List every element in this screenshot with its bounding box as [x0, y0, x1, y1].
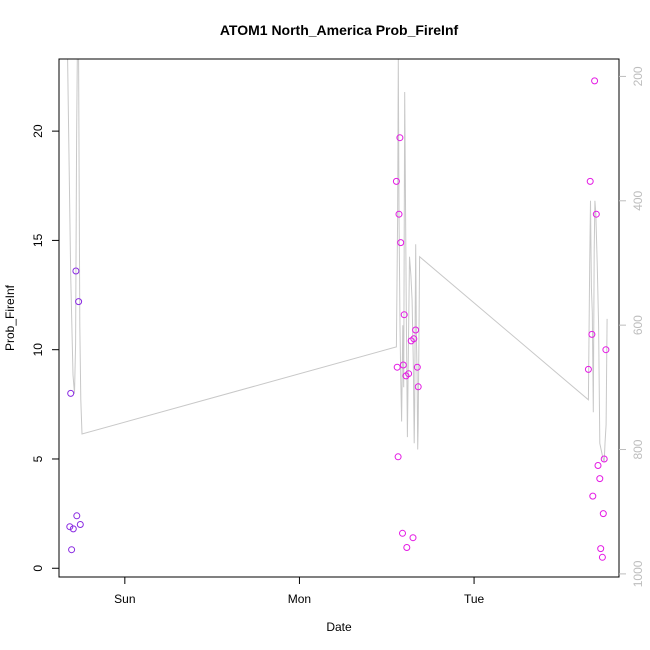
y-axis-left: 0 5 10 15 20: [31, 124, 59, 572]
data-point: [76, 521, 84, 528]
data-point: [400, 311, 408, 319]
y-tick-label: 5: [31, 455, 45, 462]
data-point: [67, 389, 75, 397]
y2-tick-label: 400: [631, 190, 645, 210]
data-point: [397, 239, 405, 247]
x-axis: Sun Mon Tue: [114, 577, 485, 606]
series-line-layer: [67, 58, 608, 463]
data-point: [592, 210, 600, 218]
data-point: [599, 510, 607, 518]
data-point: [68, 546, 76, 554]
data-point: [584, 365, 592, 373]
data-point: [586, 177, 594, 185]
data-point: [73, 512, 81, 520]
data-point: [414, 383, 422, 391]
data-point: [589, 492, 597, 500]
series-line: [67, 58, 608, 463]
x-tick-label: Tue: [464, 592, 485, 606]
data-points-layer: [66, 77, 610, 561]
data-point: [69, 525, 77, 533]
y-tick-label: 20: [31, 124, 45, 138]
data-point: [600, 455, 608, 463]
data-point: [412, 326, 420, 334]
y-axis-label: Prob_FireInf: [3, 284, 17, 351]
data-point: [66, 523, 74, 531]
data-point: [597, 545, 605, 553]
y-tick-label: 10: [31, 343, 45, 357]
data-point: [403, 544, 411, 551]
data-point: [392, 177, 400, 185]
data-point: [410, 335, 418, 343]
y2-tick-label: 200: [631, 66, 645, 86]
plot-frame: [58, 58, 620, 578]
data-point: [409, 534, 417, 542]
chart-title: ATOM1 North_America Prob_FireInf: [220, 22, 459, 38]
data-point: [405, 370, 413, 378]
data-point: [591, 77, 599, 85]
x-axis-label: Date: [326, 620, 352, 634]
data-point: [396, 134, 404, 142]
x-tick-label: Mon: [288, 592, 311, 606]
data-point: [588, 330, 596, 338]
data-point: [399, 529, 406, 537]
data-point: [413, 363, 421, 371]
data-point: [75, 298, 83, 306]
y2-tick-label: 600: [631, 315, 645, 335]
y-tick-label: 15: [31, 233, 45, 247]
data-point: [602, 346, 610, 354]
y2-tick-label: 800: [631, 439, 645, 459]
data-point: [598, 553, 606, 561]
data-point: [394, 453, 402, 461]
data-point: [594, 462, 602, 469]
data-point: [596, 475, 604, 483]
data-point: [72, 267, 80, 275]
data-point: [399, 361, 407, 369]
x-tick-label: Sun: [114, 592, 135, 606]
y-axis-right: 200 400 600 800 1000: [619, 66, 645, 587]
data-point: [393, 363, 401, 371]
data-point: [395, 210, 403, 218]
y2-tick-label: 1000: [631, 560, 645, 587]
y-tick-label: 0: [31, 565, 45, 572]
